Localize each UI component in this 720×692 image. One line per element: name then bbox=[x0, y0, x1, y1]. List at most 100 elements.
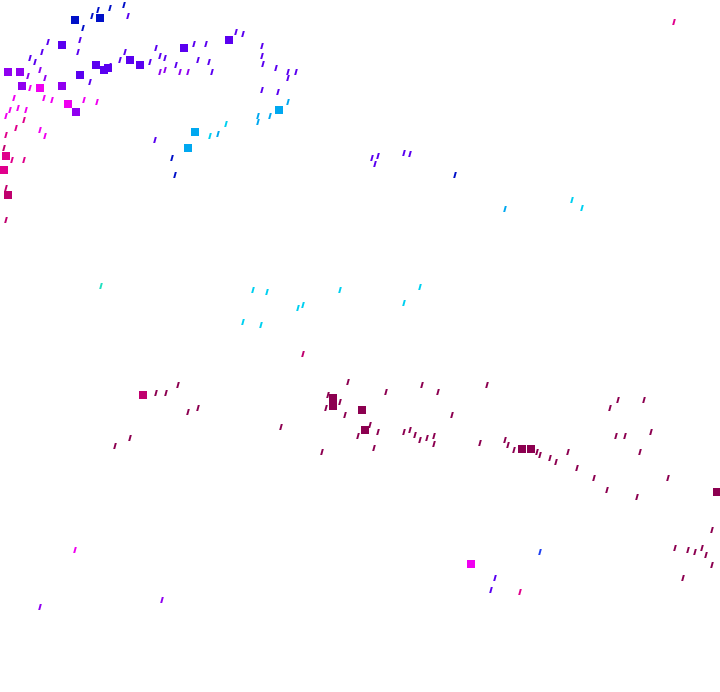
point-mark bbox=[635, 494, 639, 500]
point-mark bbox=[154, 45, 158, 51]
point-mark bbox=[108, 63, 112, 69]
point-mark bbox=[358, 406, 366, 414]
point-mark bbox=[450, 412, 454, 418]
point-mark bbox=[548, 455, 552, 461]
point-mark bbox=[4, 217, 8, 223]
point-mark bbox=[605, 487, 609, 493]
point-mark bbox=[16, 105, 20, 111]
point-mark bbox=[50, 97, 54, 103]
point-mark bbox=[73, 547, 77, 553]
point-mark bbox=[108, 5, 112, 11]
point-mark bbox=[204, 41, 208, 47]
point-mark bbox=[148, 59, 152, 65]
point-mark bbox=[570, 197, 574, 203]
point-mark bbox=[686, 547, 690, 553]
point-mark bbox=[259, 322, 263, 328]
point-mark bbox=[210, 69, 214, 75]
point-mark bbox=[24, 107, 28, 113]
point-mark bbox=[96, 7, 100, 13]
point-mark bbox=[46, 39, 50, 45]
point-mark bbox=[425, 435, 429, 441]
point-mark bbox=[329, 402, 337, 410]
point-mark bbox=[251, 287, 255, 293]
point-mark bbox=[88, 79, 92, 85]
point-mark bbox=[36, 84, 44, 92]
point-mark bbox=[163, 55, 167, 61]
point-mark bbox=[672, 19, 676, 25]
point-mark bbox=[256, 119, 260, 125]
point-mark bbox=[58, 41, 66, 49]
point-mark bbox=[4, 113, 8, 119]
point-mark bbox=[196, 57, 200, 63]
point-mark bbox=[402, 300, 406, 306]
point-mark bbox=[512, 447, 516, 453]
point-mark bbox=[301, 351, 305, 357]
point-mark bbox=[241, 319, 245, 325]
point-mark bbox=[518, 589, 522, 595]
point-mark bbox=[241, 31, 245, 37]
point-mark bbox=[96, 14, 104, 22]
point-mark bbox=[710, 562, 714, 568]
point-mark bbox=[225, 36, 233, 44]
point-mark bbox=[592, 475, 596, 481]
point-mark bbox=[176, 382, 180, 388]
point-mark bbox=[432, 433, 436, 439]
point-mark bbox=[43, 75, 47, 81]
point-mark bbox=[2, 145, 6, 151]
point-mark bbox=[0, 166, 8, 174]
point-mark bbox=[614, 433, 618, 439]
point-mark bbox=[420, 382, 424, 388]
point-mark bbox=[275, 106, 283, 114]
point-mark bbox=[4, 185, 8, 191]
point-mark bbox=[467, 560, 475, 568]
point-mark bbox=[164, 390, 168, 396]
point-mark bbox=[4, 191, 12, 199]
point-mark bbox=[208, 133, 212, 139]
point-mark bbox=[538, 452, 542, 458]
point-mark bbox=[408, 427, 412, 433]
point-mark bbox=[128, 435, 132, 441]
point-mark bbox=[38, 67, 42, 73]
point-mark bbox=[16, 68, 24, 76]
point-mark bbox=[38, 127, 42, 133]
point-mark bbox=[538, 549, 542, 555]
point-mark bbox=[14, 125, 18, 131]
point-mark bbox=[704, 552, 708, 558]
point-mark bbox=[173, 172, 177, 178]
point-mark bbox=[343, 412, 347, 418]
point-mark bbox=[649, 429, 653, 435]
point-mark bbox=[279, 424, 283, 430]
point-mark bbox=[265, 289, 269, 295]
point-mark bbox=[178, 69, 182, 75]
point-mark bbox=[158, 53, 162, 59]
point-mark bbox=[566, 449, 570, 455]
point-mark bbox=[432, 441, 436, 447]
point-mark bbox=[122, 2, 126, 8]
point-mark bbox=[710, 527, 714, 533]
point-mark bbox=[92, 61, 100, 69]
point-mark bbox=[296, 305, 300, 311]
point-mark bbox=[453, 172, 457, 178]
point-mark bbox=[286, 99, 290, 105]
point-mark bbox=[42, 95, 46, 101]
point-mark bbox=[580, 205, 584, 211]
point-mark bbox=[268, 113, 272, 119]
point-mark bbox=[136, 61, 144, 69]
point-mark bbox=[361, 426, 369, 434]
point-mark bbox=[713, 488, 720, 496]
point-mark bbox=[326, 392, 330, 398]
point-mark bbox=[113, 443, 117, 449]
point-mark bbox=[260, 43, 264, 49]
point-mark bbox=[485, 382, 489, 388]
point-mark bbox=[170, 155, 174, 161]
point-mark bbox=[26, 73, 30, 79]
point-mark bbox=[346, 379, 350, 385]
point-mark bbox=[224, 121, 228, 127]
point-mark bbox=[234, 29, 238, 35]
point-mark bbox=[638, 449, 642, 455]
point-mark bbox=[376, 429, 380, 435]
point-mark bbox=[196, 405, 200, 411]
point-mark bbox=[356, 433, 360, 439]
point-mark bbox=[260, 87, 264, 93]
point-mark bbox=[100, 66, 108, 74]
